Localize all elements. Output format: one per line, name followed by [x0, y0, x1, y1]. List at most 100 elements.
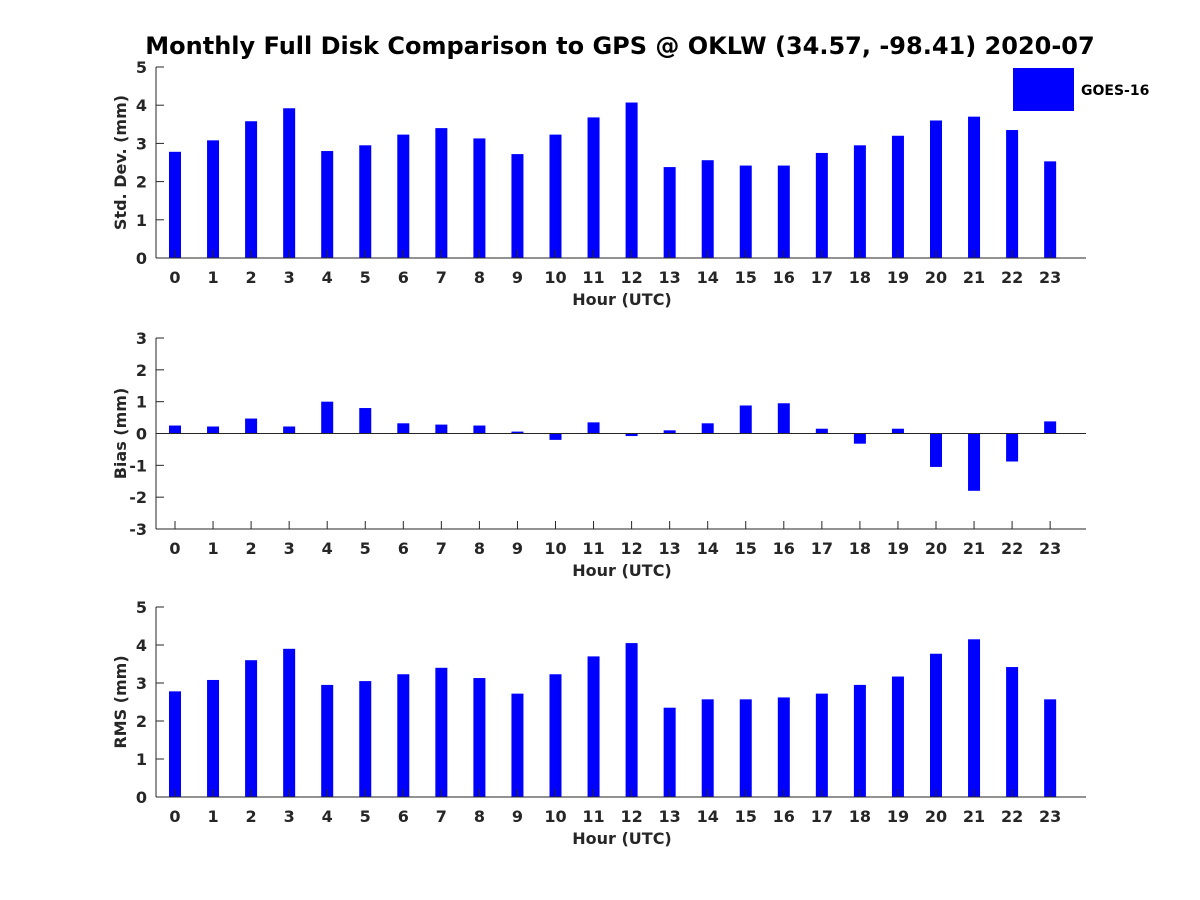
y-tick-label: 5 — [136, 598, 147, 617]
x-tick-label: 3 — [284, 807, 295, 826]
bar-0 — [169, 151, 181, 258]
bar-7 — [435, 424, 448, 434]
x-tick-label: 18 — [849, 807, 871, 826]
bar-14 — [701, 160, 714, 258]
y-tick-label: -3 — [129, 520, 147, 539]
bar-11 — [587, 422, 600, 434]
bar-11 — [587, 117, 600, 258]
x-tick-label: 6 — [398, 807, 409, 826]
bar-12 — [625, 102, 638, 258]
x-tick-label: 11 — [582, 268, 604, 287]
x-tick-label: 5 — [360, 539, 371, 558]
x-tick-label: 2 — [246, 807, 257, 826]
x-tick-label: 1 — [207, 807, 218, 826]
bar-7 — [435, 667, 448, 797]
y-tick-label: 3 — [136, 329, 147, 348]
x-tick-label: 3 — [284, 268, 295, 287]
x-tick-label: 10 — [544, 807, 566, 826]
bar-6 — [397, 134, 410, 258]
bar-18 — [853, 145, 866, 258]
x-tick-label: 13 — [659, 268, 681, 287]
bar-10 — [549, 433, 562, 440]
x-tick-label: 0 — [169, 268, 180, 287]
x-tick-label: 15 — [735, 539, 757, 558]
y-tick-label: 4 — [136, 96, 147, 115]
x-tick-label: 5 — [360, 807, 371, 826]
bar-22 — [1006, 130, 1019, 258]
legend-label: GOES-16 — [1081, 83, 1149, 99]
bar-21 — [968, 116, 981, 258]
y-tick-label: 2 — [136, 712, 147, 731]
x-tick-label: 20 — [925, 807, 947, 826]
bar-18 — [853, 684, 866, 797]
x-tick-label: 14 — [697, 807, 719, 826]
x-tick-label: 17 — [811, 807, 833, 826]
x-tick-label: 14 — [697, 539, 719, 558]
bar-3 — [283, 426, 296, 434]
legend-swatch — [1013, 68, 1074, 111]
bar-19 — [891, 428, 904, 434]
y-tick-label: -2 — [129, 488, 147, 507]
bar-3 — [283, 648, 296, 797]
x-tick-label: 21 — [963, 268, 985, 287]
bar-15 — [739, 405, 752, 434]
x-tick-label: 3 — [284, 539, 295, 558]
x-tick-label: 21 — [963, 539, 985, 558]
y-tick-label: 4 — [136, 636, 147, 655]
x-tick-label: 12 — [620, 539, 642, 558]
bar-22 — [1006, 667, 1019, 797]
x-tick-label: 16 — [773, 268, 795, 287]
x-tick-label: 8 — [474, 807, 485, 826]
bar-16 — [777, 403, 790, 434]
x-tick-label: 6 — [398, 268, 409, 287]
x-tick-label: 19 — [887, 268, 909, 287]
x-axis-label: Hour (UTC) — [572, 561, 672, 580]
x-tick-label: 23 — [1039, 807, 1061, 826]
x-tick-label: 17 — [811, 268, 833, 287]
y-tick-label: 0 — [136, 425, 147, 444]
x-tick-label: 14 — [697, 268, 719, 287]
y-tick-label: 1 — [136, 750, 147, 769]
bar-8 — [473, 138, 486, 258]
bar-2 — [245, 660, 258, 797]
bar-9 — [511, 693, 524, 797]
bar-23 — [1044, 161, 1057, 258]
bar-20 — [930, 433, 942, 467]
bar-9 — [511, 154, 524, 258]
x-tick-label: 7 — [436, 539, 447, 558]
x-tick-label: 15 — [735, 268, 757, 287]
bar-6 — [397, 423, 410, 434]
bar-21 — [968, 639, 981, 797]
x-tick-label: 20 — [925, 539, 947, 558]
x-tick-label: 2 — [246, 539, 257, 558]
y-tick-label: 3 — [136, 674, 147, 693]
x-tick-label: 9 — [512, 539, 523, 558]
bar-14 — [701, 423, 714, 434]
bar-18 — [853, 433, 866, 444]
x-tick-label: 10 — [544, 268, 566, 287]
x-tick-label: 18 — [849, 539, 871, 558]
x-tick-label: 20 — [925, 268, 947, 287]
bar-13 — [663, 707, 676, 797]
x-tick-label: 9 — [512, 807, 523, 826]
x-tick-label: 13 — [659, 807, 681, 826]
x-tick-label: 4 — [322, 807, 333, 826]
y-tick-label: 1 — [136, 211, 147, 230]
bar-13 — [663, 167, 676, 258]
x-tick-label: 9 — [512, 268, 523, 287]
bar-6 — [397, 674, 410, 797]
bar-1 — [207, 426, 220, 434]
bar-1 — [207, 140, 220, 258]
bar-10 — [549, 674, 562, 797]
x-tick-label: 12 — [620, 268, 642, 287]
bar-17 — [815, 428, 828, 434]
bar-19 — [891, 676, 904, 797]
y-tick-label: 2 — [136, 361, 147, 380]
x-tick-label: 11 — [582, 539, 604, 558]
bar-13 — [663, 430, 676, 434]
y-tick-label: 2 — [136, 173, 147, 192]
bar-23 — [1044, 699, 1057, 797]
bar-12 — [625, 433, 638, 437]
